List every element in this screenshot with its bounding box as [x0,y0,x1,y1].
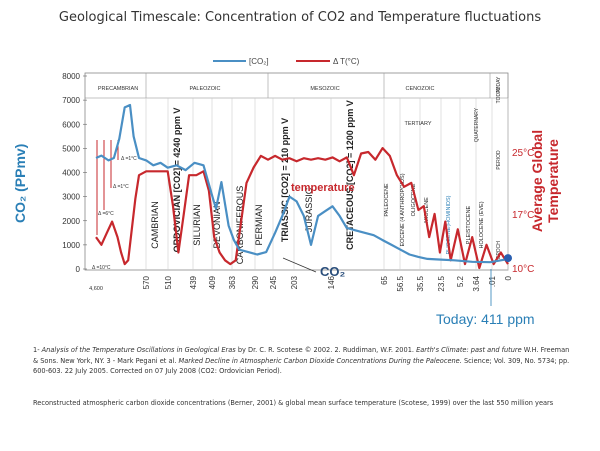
x-tick-label-0: 4,600 [89,286,103,292]
x-tick-label-12: 35.5 [416,275,425,291]
x-tick-label-4: 409 [208,275,217,289]
era-labels: PRECAMBRIAN PALEOZOIC MESOZOIC CENOZOIC TODA… [98,73,502,259]
x-tick-label-7: 245 [269,275,278,289]
caption-rest-3: Science; Vol. 309, No. 5734; pp. 600-603… [33,356,570,376]
period-label-tertiary: TERTIARY [405,121,432,127]
temp-tick-label-2: 10°C [512,264,534,275]
epoch-label-6: HOLOCENE (EVE) [479,201,485,248]
chart-gridlines [145,98,509,270]
x-tick-label-8: 203 [290,275,299,289]
caption-description: Reconstructed atmospheric carbon dioxide… [33,399,554,407]
x-tick-label-13: 23.5 [437,275,446,291]
x-tick-label-9: 146 [327,275,336,289]
co2-annotation-pointer [282,257,317,273]
chart-series [95,103,512,270]
x-tick-label-11: 56.5 [396,275,405,291]
y-tick-label-8: 8000 [62,72,80,81]
epoch-labels: PALEOCENE EOCENE (4 ANTHROPOIDS) OLIGOCENE… [384,173,485,254]
caption-italic-1: Analysis of the Temperature Oscillations… [41,346,236,354]
right-header-label-2: EPOCH [496,241,502,259]
epoch-label-4: PLIOCENE(HOMINIDS) [446,195,452,254]
period-label-5: PERMIAN [254,204,264,245]
y-tick-label-4: 4000 [62,169,80,178]
dt-label-2: Δ =1°C [113,184,129,190]
today-annotation: Today: 411 ppm [436,311,535,327]
caption-rest-1: by Dr. C. R. Scotese © 2002. 2. Ruddiman… [235,346,417,354]
epoch-label-5: PLEISTOCENE [466,205,472,244]
legend-co2-label: [CO₂] [249,57,269,66]
period-label-quaternary: QUATERNARY [474,107,480,142]
chart-legend: [CO₂] Δ T(°C) [213,57,360,66]
caption-rest-2: W.H. Freeman & Sons. New York, NY. 3 - M… [33,346,570,365]
y-axis-right-title: Average Global Temperature [529,129,561,233]
co2-annotation: CO₂ [320,264,346,279]
y-axis-right: 25°C 17°C 10°C [512,148,534,275]
temp-tick-label-1: 17°C [512,210,534,221]
x-tick-label-2: 510 [164,275,173,289]
temperature-range-markers: Δ =1°C Δ =1°C Δ =6°C Δ =10°C [92,140,137,271]
era-label-3: CENOZOIC [405,86,434,92]
period-label-1: ORDOVICIAN [CO2] = 4240 ppm V [172,108,182,253]
x-tick-label-16: .01 [488,275,497,287]
y-tick-label-2: 2000 [62,217,80,226]
dt-label-1: Δ =1°C [121,156,137,162]
x-tick-label-10: 65 [380,275,389,284]
period-label-6: TRIASSIC [CO2] = 210 ppm V [280,118,290,242]
x-tick-label-17: 0 [504,275,513,280]
period-label-3: DEVONIAN [212,201,222,248]
y-tick-label-7: 7000 [62,96,80,105]
y-tick-label-0: 0 [76,265,81,274]
caption-italic-2: Earth's Climate: past and future [416,346,522,354]
epoch-label-3: MIOCENE [424,197,430,223]
y-axis-left: 0 1000 2000 3000 4000 5000 6000 7000 8000 [62,72,87,274]
caption-prefix: 1- [33,346,42,354]
era-label-1: PALEOZOIC [189,86,220,92]
temperature-series-line [95,147,509,270]
right-header-label-0: TODAY [496,86,502,103]
y-tick-label-5: 5000 [62,144,80,153]
period-label-0: CAMBRIAN [150,201,160,249]
epoch-label-2: OLIGOCENE [411,183,417,216]
y-tick-label-3: 3000 [62,193,80,202]
chart-title: Geological Timescale: Concentration of C… [58,10,542,25]
right-header-label-1: PERIOD [496,150,502,170]
y-axis-left-title: CO₂ (PPmv) [12,143,28,223]
era-label-2: MESOZOIC [310,86,339,92]
x-tick-label-15: 3.64 [472,275,481,291]
today-point [504,254,512,263]
dt-label-3: Δ =6°C [98,211,114,217]
era-label-0: PRECAMBRIAN [98,86,138,92]
x-tick-label-5: 363 [228,275,237,289]
x-tick-label-1: 570 [142,275,151,289]
x-axis: 4,600 570 510 439 409 363 290 245 203 146 65 56.5 35… [89,275,513,292]
caption-italic-3: Marked Decline in Atmospheric Carbon Dio… [178,356,462,365]
chart-annotations: temperature CO₂ [282,182,492,306]
y-tick-label-1: 1000 [62,241,80,250]
x-tick-label-3: 439 [189,275,198,289]
legend-temp-label: Δ T(°C) [333,57,360,66]
epoch-label-0: PALEOCENE [384,183,390,217]
co2-series-line [95,103,509,264]
temp-tick-label-0: 25°C [512,148,534,159]
period-label-7: JURASSIC [304,187,314,232]
epoch-label-1: EOCENE (4 ANTHROPOIDS) [400,173,406,246]
period-label-8: CRETACEOUS [CO2] = 1200 ppm V [345,100,355,250]
temperature-annotation: temperature [291,182,355,194]
x-tick-label-6: 290 [251,275,260,289]
x-tick-label-14: 5.2 [456,275,465,287]
period-label-2: SILURIAN [192,204,202,246]
y-tick-label-6: 6000 [62,120,80,129]
caption-references: 1- Analysis of the Temperature Oscillati… [33,345,573,377]
era-label-4: TODAY [496,76,502,93]
dt-label-4: Δ =10°C [92,265,111,271]
